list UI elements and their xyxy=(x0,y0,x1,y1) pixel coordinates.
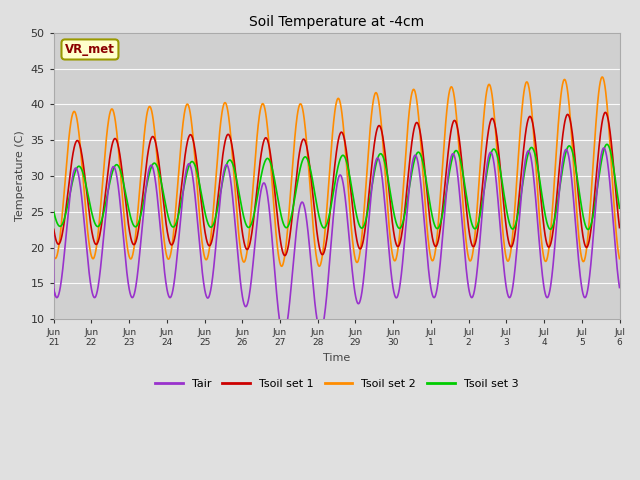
X-axis label: Time: Time xyxy=(323,353,350,363)
Y-axis label: Temperature (C): Temperature (C) xyxy=(15,131,25,221)
Title: Soil Temperature at -4cm: Soil Temperature at -4cm xyxy=(249,15,424,29)
Text: VR_met: VR_met xyxy=(65,43,115,56)
Legend: Tair, Tsoil set 1, Tsoil set 2, Tsoil set 3: Tair, Tsoil set 1, Tsoil set 2, Tsoil se… xyxy=(150,375,523,394)
